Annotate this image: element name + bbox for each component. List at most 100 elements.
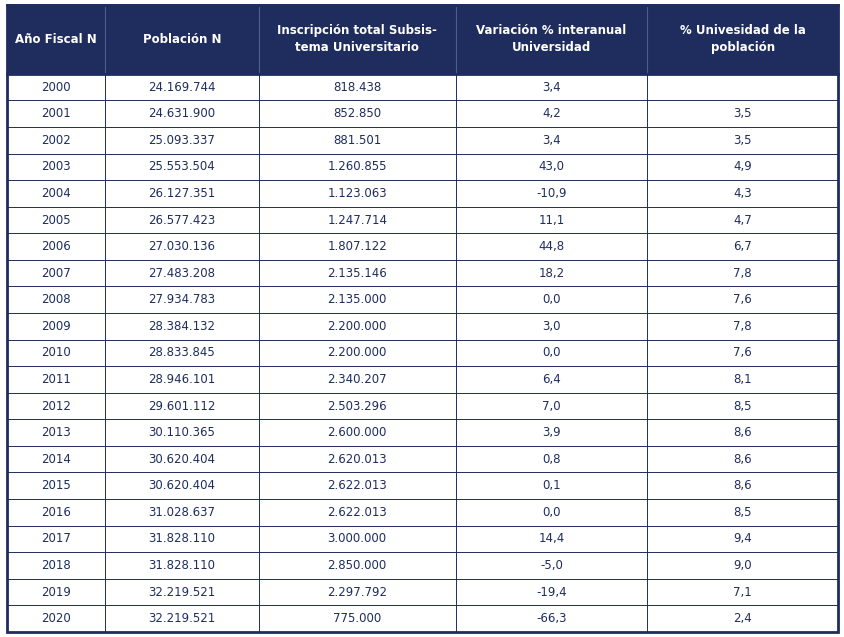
Text: 2.850.000: 2.850.000 — [327, 559, 387, 572]
Bar — [7, 74, 837, 101]
Text: Inscripción total Subsis-
tema Universitario: Inscripción total Subsis- tema Universit… — [277, 24, 436, 55]
Text: 2011: 2011 — [41, 373, 71, 386]
Text: 30.110.365: 30.110.365 — [149, 426, 215, 439]
Text: 881.501: 881.501 — [333, 134, 381, 147]
Text: 2003: 2003 — [41, 161, 71, 173]
Text: 32.219.521: 32.219.521 — [148, 585, 215, 599]
Text: 2007: 2007 — [41, 267, 71, 280]
Text: 2.600.000: 2.600.000 — [327, 426, 387, 439]
Text: 6,4: 6,4 — [541, 373, 560, 386]
Text: 8,6: 8,6 — [733, 453, 751, 466]
Bar — [7, 233, 837, 260]
Text: 9,0: 9,0 — [733, 559, 751, 572]
Bar — [7, 526, 837, 552]
Text: 818.438: 818.438 — [333, 81, 381, 94]
Text: 27.483.208: 27.483.208 — [148, 267, 215, 280]
Text: 3,5: 3,5 — [733, 134, 751, 147]
Text: 7,0: 7,0 — [541, 399, 560, 413]
Text: 7,1: 7,1 — [733, 585, 751, 599]
Text: 0,0: 0,0 — [542, 293, 560, 306]
Text: 2000: 2000 — [41, 81, 71, 94]
Text: 8,6: 8,6 — [733, 426, 751, 439]
Bar — [7, 552, 837, 579]
Text: 2006: 2006 — [41, 240, 71, 253]
Text: 27.030.136: 27.030.136 — [148, 240, 215, 253]
Text: 3,0: 3,0 — [542, 320, 560, 333]
Text: 28.946.101: 28.946.101 — [148, 373, 215, 386]
Bar — [7, 154, 837, 180]
Text: 30.620.404: 30.620.404 — [148, 453, 215, 466]
Text: 2015: 2015 — [41, 479, 71, 492]
Text: 8,5: 8,5 — [733, 399, 751, 413]
Text: 4,3: 4,3 — [733, 187, 751, 200]
Text: 6,7: 6,7 — [733, 240, 751, 253]
Text: 25.553.504: 25.553.504 — [149, 161, 215, 173]
Text: 2.135.146: 2.135.146 — [327, 267, 387, 280]
Text: 27.934.783: 27.934.783 — [148, 293, 215, 306]
Bar — [7, 5, 837, 74]
Text: 32.219.521: 32.219.521 — [148, 612, 215, 625]
Bar — [7, 207, 837, 233]
Text: 8,6: 8,6 — [733, 479, 751, 492]
Text: Variación % interanual
Universidad: Variación % interanual Universidad — [476, 24, 625, 55]
Text: 24.631.900: 24.631.900 — [148, 107, 215, 120]
Text: 44,8: 44,8 — [538, 240, 564, 253]
Text: 26.127.351: 26.127.351 — [148, 187, 215, 200]
Text: 7,6: 7,6 — [733, 347, 751, 359]
Text: 2010: 2010 — [41, 347, 71, 359]
Text: 852.850: 852.850 — [333, 107, 381, 120]
Text: 2.135.000: 2.135.000 — [327, 293, 387, 306]
Bar — [7, 101, 837, 127]
Text: 2019: 2019 — [41, 585, 71, 599]
Text: 2,4: 2,4 — [733, 612, 751, 625]
Text: 43,0: 43,0 — [538, 161, 564, 173]
Text: Población N: Población N — [143, 33, 221, 46]
Text: -66,3: -66,3 — [535, 612, 566, 625]
Text: 1.123.063: 1.123.063 — [327, 187, 387, 200]
Text: 9,4: 9,4 — [733, 533, 751, 545]
Text: 2013: 2013 — [41, 426, 71, 439]
Text: 28.833.845: 28.833.845 — [149, 347, 215, 359]
Text: -19,4: -19,4 — [535, 585, 566, 599]
Text: 8,1: 8,1 — [733, 373, 751, 386]
Text: 24.169.744: 24.169.744 — [148, 81, 215, 94]
Text: 2.297.792: 2.297.792 — [327, 585, 387, 599]
Bar — [7, 366, 837, 393]
Text: 775.000: 775.000 — [333, 612, 381, 625]
Bar — [7, 180, 837, 207]
Text: 18,2: 18,2 — [538, 267, 564, 280]
Text: 7,8: 7,8 — [733, 267, 751, 280]
Text: 2004: 2004 — [41, 187, 71, 200]
Text: 0,0: 0,0 — [542, 506, 560, 519]
Text: 2.340.207: 2.340.207 — [327, 373, 387, 386]
Text: 14,4: 14,4 — [538, 533, 564, 545]
Bar — [7, 579, 837, 605]
Text: 2016: 2016 — [41, 506, 71, 519]
Text: 2.503.296: 2.503.296 — [327, 399, 387, 413]
Text: 26.577.423: 26.577.423 — [148, 213, 215, 227]
Text: 2009: 2009 — [41, 320, 71, 333]
Text: 4,2: 4,2 — [541, 107, 560, 120]
Text: 8,5: 8,5 — [733, 506, 751, 519]
Text: 31.028.637: 31.028.637 — [148, 506, 215, 519]
Text: 0,1: 0,1 — [541, 479, 560, 492]
Bar — [7, 127, 837, 154]
Text: 2008: 2008 — [41, 293, 71, 306]
Text: 2014: 2014 — [41, 453, 71, 466]
Bar — [7, 313, 837, 340]
Text: Año Fiscal N: Año Fiscal N — [15, 33, 96, 46]
Bar — [7, 393, 837, 419]
Text: 3,5: 3,5 — [733, 107, 751, 120]
Text: 28.384.132: 28.384.132 — [148, 320, 215, 333]
Text: % Univesidad de la
población: % Univesidad de la población — [679, 24, 804, 55]
Text: 2.620.013: 2.620.013 — [327, 453, 387, 466]
Text: -5,0: -5,0 — [539, 559, 562, 572]
Bar — [7, 605, 837, 632]
Bar — [7, 260, 837, 287]
Text: 2002: 2002 — [41, 134, 71, 147]
Text: 4,9: 4,9 — [733, 161, 751, 173]
Bar — [7, 473, 837, 499]
Text: 2005: 2005 — [41, 213, 71, 227]
Text: 1.807.122: 1.807.122 — [327, 240, 387, 253]
Text: 30.620.404: 30.620.404 — [148, 479, 215, 492]
